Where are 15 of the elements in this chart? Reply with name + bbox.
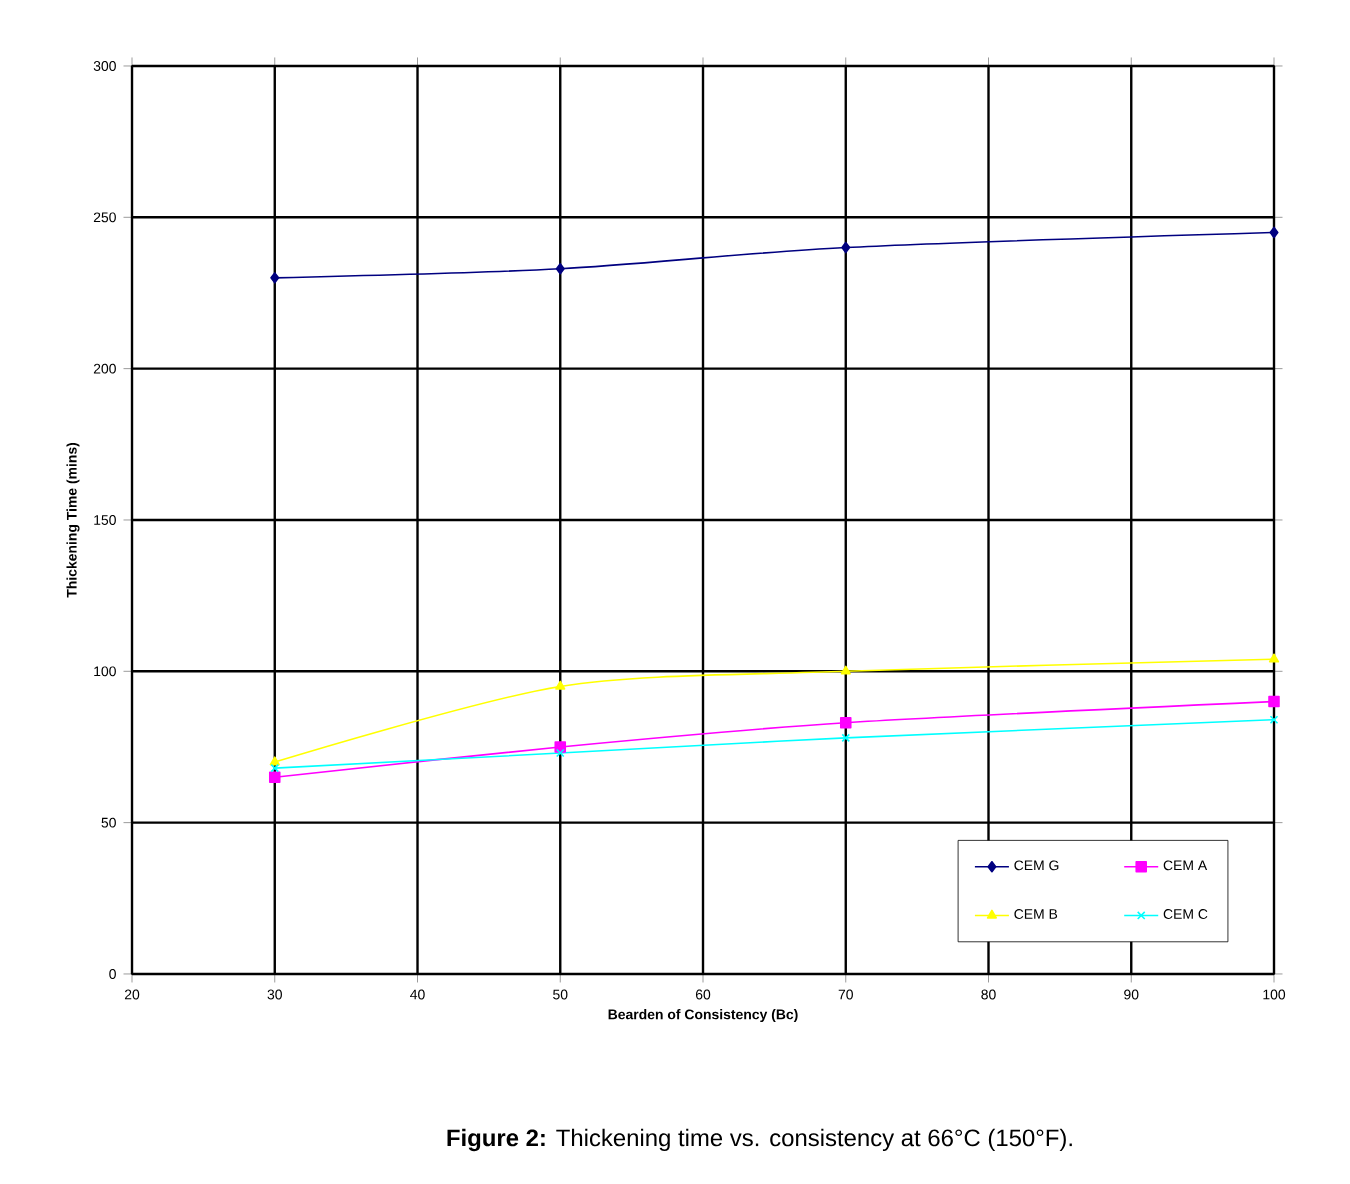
point <box>555 262 565 275</box>
point <box>841 733 851 743</box>
point <box>1269 226 1279 239</box>
point <box>1268 695 1280 708</box>
text: Figure 2: Thickening time vs. consistency at 66°C (150°F). <box>447 1128 1072 1152</box>
point <box>270 272 280 284</box>
point <box>554 741 567 753</box>
point <box>555 748 565 758</box>
point <box>839 716 852 729</box>
point <box>269 756 280 766</box>
point <box>840 665 851 675</box>
point <box>1268 653 1280 663</box>
point <box>268 771 281 784</box>
point <box>555 680 566 690</box>
point <box>841 241 851 254</box>
